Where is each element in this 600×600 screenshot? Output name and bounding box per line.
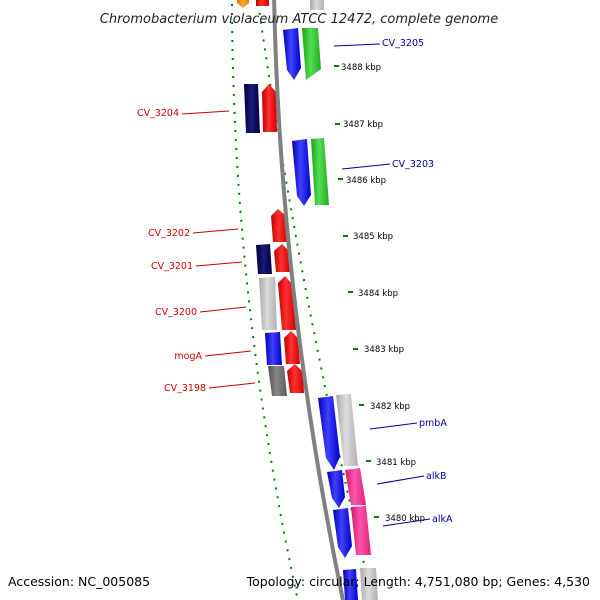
gene-feature-cv3203-blue <box>292 139 311 206</box>
gene-label-cv3202: CV_3202 <box>148 228 239 239</box>
gene-feature-moga-red <box>284 331 300 364</box>
gene-label-text: CV_3202 <box>148 228 190 239</box>
accession-text: Accession: NC_005085 <box>8 574 150 589</box>
gene-feature-cv3198-dgray <box>268 366 287 396</box>
gene-feature-bottom-blue <box>343 569 358 600</box>
gene-label-text: mogA <box>174 351 202 362</box>
tick: 3480 kbp <box>374 514 425 524</box>
gene-feature-pmba-gray <box>336 394 358 466</box>
gene-label-text: CV_3205 <box>382 38 424 49</box>
gene-label-cv3203: CV_3203 <box>341 159 434 170</box>
gene-feature-cv3201-red <box>274 244 290 272</box>
tick-label: 3484 kbp <box>358 289 398 299</box>
tick-label: 3486 kbp <box>346 176 386 186</box>
gene-label-text: CV_3201 <box>151 261 193 272</box>
gene-feature-orange <box>237 0 249 8</box>
gene-feature-cv3203-green <box>311 138 329 205</box>
gene-label-cv3200: CV_3200 <box>155 306 247 318</box>
gene-label-text: alkA <box>432 514 453 525</box>
gene-feature-alka-blue <box>333 508 352 558</box>
gene-feature-alkb-pink <box>345 468 366 505</box>
gene-labels-right: CV_3205 CV_3203 pmbA alkB alkA <box>333 38 453 527</box>
gene-feature-bottom-gray <box>360 568 378 600</box>
gene-feature-cv3201-navy <box>256 244 272 274</box>
gene-label-cv3201: CV_3201 <box>151 261 243 272</box>
tick-label: 3488 kbp <box>341 63 381 73</box>
genome-backbone <box>272 0 345 600</box>
tick-label: 3482 kbp <box>370 402 410 412</box>
tick: 3487 kbp <box>335 120 383 130</box>
gene-feature-cv3204-red <box>262 84 277 132</box>
tick: 3484 kbp <box>348 289 398 299</box>
gene-label-cv3198: CV_3198 <box>164 382 256 394</box>
gene-label-text: CV_3203 <box>392 159 434 170</box>
gene-label-text: alkB <box>426 471 446 482</box>
map-title: Chromobacterium violaceum ATCC 12472, co… <box>100 12 498 27</box>
gene-features <box>237 0 378 600</box>
gene-feature-cv3200-gray <box>259 277 277 330</box>
tick-label: 3485 kbp <box>353 232 393 242</box>
dotted-tracks <box>231 0 374 600</box>
gene-label-cv3204: CV_3204 <box>137 108 230 119</box>
gene-feature-cv3205-blue <box>283 28 301 80</box>
gene-feature-cv3205-green <box>302 28 321 80</box>
gene-label-text: CV_3198 <box>164 383 206 394</box>
gene-label-cv3205: CV_3205 <box>333 38 424 49</box>
gene-feature-moga-blue <box>265 332 282 365</box>
gene-label-alkb: alkB <box>376 471 446 485</box>
gene-label-moga: mogA <box>174 350 252 362</box>
tick: 3485 kbp <box>343 232 393 242</box>
tick: 3482 kbp <box>359 402 410 412</box>
tick: 3481 kbp <box>366 458 416 468</box>
gene-feature-cv3202-red <box>271 209 288 242</box>
tick-label: 3480 kbp <box>385 514 425 524</box>
tick: 3488 kbp <box>334 63 381 73</box>
tick: 3483 kbp <box>353 345 404 355</box>
gene-feature-pmba-blue <box>318 396 340 470</box>
genome-summary-text: Topology: circular; Length: 4,751,080 bp… <box>246 574 590 589</box>
gene-label-text: CV_3200 <box>155 307 197 318</box>
gene-label-text: CV_3204 <box>137 108 179 119</box>
kbp-ticks: 3488 kbp 3487 kbp 3486 kbp 3485 kbp 3484… <box>334 63 425 524</box>
tick-label: 3487 kbp <box>343 120 383 130</box>
gene-feature-grey-top <box>310 0 324 10</box>
gene-label-pmba: pmbA <box>369 418 447 430</box>
gene-label-alka: alkA <box>382 514 453 527</box>
gene-labels-left: CV_3204 CV_3202 CV_3201 CV_3200 mogA CV_… <box>137 108 256 394</box>
tick: 3486 kbp <box>338 176 386 186</box>
tick-label: 3481 kbp <box>376 458 416 468</box>
gene-label-text: pmbA <box>419 418 447 429</box>
gene-feature-alkb-blue <box>327 470 345 508</box>
gene-feature-cv3204-navy <box>244 84 260 133</box>
tick-label: 3483 kbp <box>364 345 404 355</box>
inner-dotted-track <box>231 0 299 600</box>
gene-feature-cv3198-red <box>287 364 304 393</box>
gene-feature-red-top <box>256 0 269 6</box>
gene-feature-alka-pink <box>351 506 371 555</box>
